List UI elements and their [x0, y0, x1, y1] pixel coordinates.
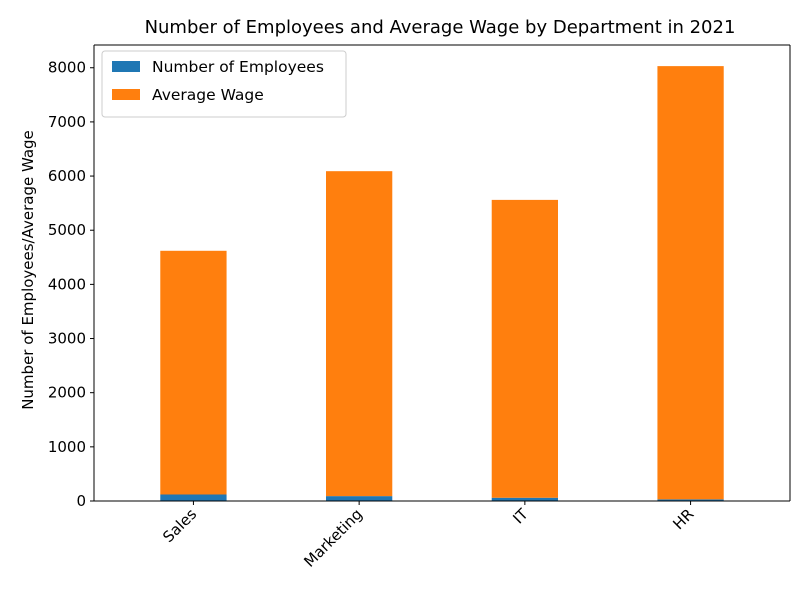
x-tick-label: IT: [509, 505, 532, 528]
y-tick-label: 0: [76, 492, 86, 510]
y-tick-label: 6000: [48, 167, 86, 185]
x-tick-label: HR: [669, 505, 697, 533]
y-tick-label: 7000: [48, 113, 86, 131]
y-tick-label: 4000: [48, 275, 86, 293]
bar-hr-number-of-employees: [657, 499, 724, 501]
chart-title: Number of Employees and Average Wage by …: [145, 17, 736, 38]
legend-label: Average Wage: [152, 86, 264, 104]
bar-sales-number-of-employees: [160, 494, 227, 501]
x-tick-label: Marketing: [300, 505, 366, 571]
y-tick-label: 5000: [48, 221, 86, 239]
bar-sales-average-wage: [160, 250, 227, 495]
x-tick-label: Sales: [159, 505, 200, 546]
legend-swatch: [112, 61, 140, 72]
bar-it-average-wage: [491, 199, 558, 498]
bar-hr-average-wage: [657, 66, 724, 500]
legend-swatch: [112, 89, 140, 100]
y-tick-label: 8000: [48, 59, 86, 77]
bar-marketing-average-wage: [326, 171, 393, 497]
legend: Number of Employees Average Wage: [101, 50, 347, 118]
legend-label: Number of Employees: [152, 58, 324, 76]
y-tick-label: 3000: [48, 330, 86, 348]
y-tick-label: 1000: [48, 438, 86, 456]
y-axis-label: Number of Employees/Average Wage: [19, 130, 37, 410]
bar-marketing-number-of-employees: [326, 496, 393, 501]
bar-it-number-of-employees: [491, 497, 558, 501]
legend-box: [101, 50, 347, 118]
y-tick-label: 2000: [48, 384, 86, 402]
axes-frame: [93, 44, 791, 502]
plot-area: 0 1000 2000 3000 4000 5000 6000 7000 8000 Sales Ma…: [48, 44, 791, 571]
